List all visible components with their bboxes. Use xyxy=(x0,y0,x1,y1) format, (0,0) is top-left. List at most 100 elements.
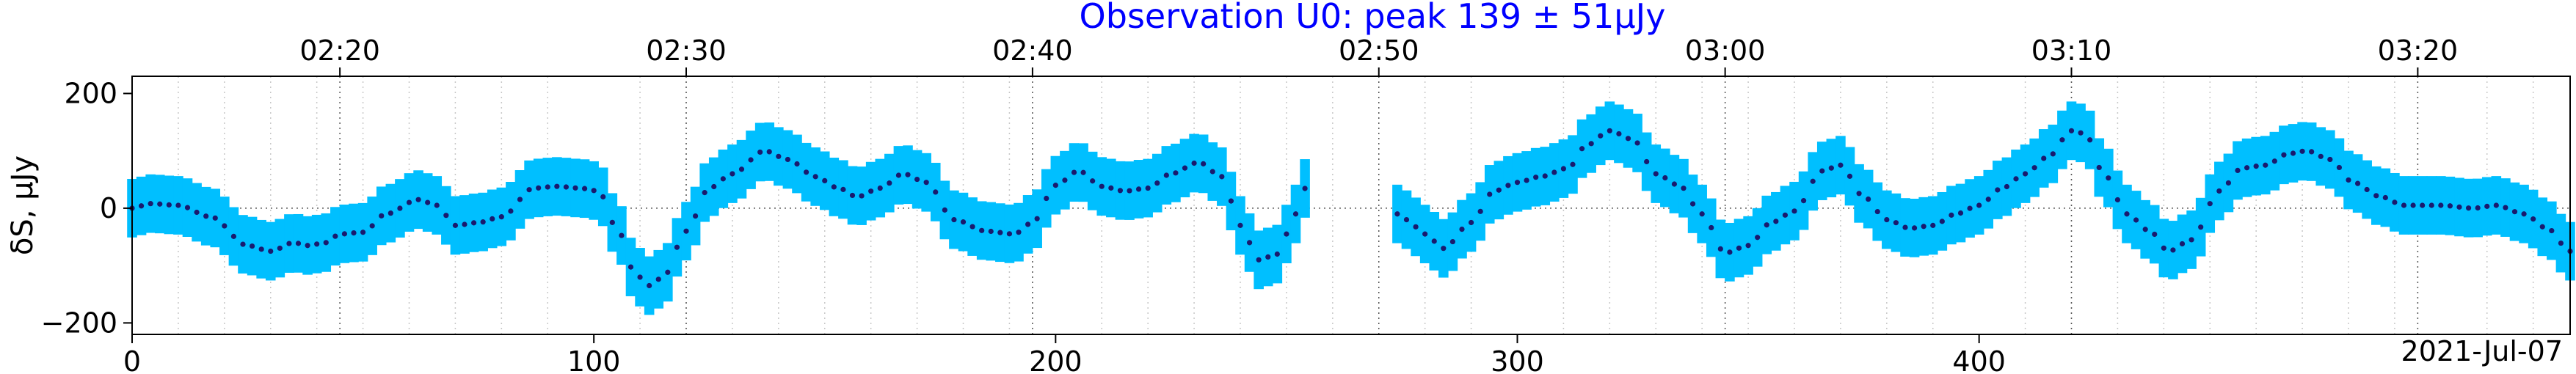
data-point xyxy=(2207,201,2213,207)
data-point xyxy=(397,205,403,211)
data-point xyxy=(2309,149,2315,155)
data-point xyxy=(2133,217,2139,223)
data-point xyxy=(554,183,560,189)
data-point xyxy=(1570,161,1576,167)
y-axis-label: δS, μJy xyxy=(6,155,40,255)
data-point xyxy=(1995,187,2001,193)
x-tick-label: 100 xyxy=(567,345,621,374)
data-point xyxy=(341,231,348,237)
x-tick-label: 400 xyxy=(1952,345,2006,374)
data-point xyxy=(627,264,634,270)
data-point xyxy=(2004,183,2010,190)
data-point xyxy=(1154,180,1160,186)
data-point xyxy=(2456,204,2462,210)
data-point xyxy=(609,219,615,225)
data-point xyxy=(425,199,431,205)
data-point xyxy=(536,185,542,191)
data-point xyxy=(2318,153,2324,159)
data-point xyxy=(1274,251,1280,257)
data-point xyxy=(332,233,338,239)
top-tick-label: 02:50 xyxy=(1339,34,1419,67)
data-point xyxy=(1681,186,1687,191)
data-point xyxy=(1394,211,1400,217)
data-point xyxy=(157,201,163,207)
data-point xyxy=(2493,202,2499,208)
data-point xyxy=(2059,137,2065,143)
data-point xyxy=(840,186,846,192)
data-point xyxy=(2096,164,2102,171)
data-point xyxy=(1459,226,1465,232)
data-point xyxy=(230,233,237,239)
data-point xyxy=(1634,140,1640,146)
data-point xyxy=(1856,191,1862,197)
data-point xyxy=(148,201,153,207)
data-point xyxy=(600,194,606,199)
data-point xyxy=(563,184,570,190)
data-point xyxy=(517,197,523,202)
data-point xyxy=(1044,195,1049,202)
data-point xyxy=(2022,171,2029,177)
data-point xyxy=(2290,150,2296,156)
data-point xyxy=(1588,141,1594,147)
data-point xyxy=(470,220,477,226)
data-point xyxy=(1090,178,1096,184)
top-tick-label: 02:40 xyxy=(992,34,1073,67)
data-point xyxy=(166,202,172,208)
data-point xyxy=(1699,211,1705,217)
data-point xyxy=(702,190,707,196)
data-point xyxy=(1985,197,1991,202)
y-axis: −200 0 200 xyxy=(41,77,132,339)
data-point xyxy=(2530,216,2536,222)
data-point xyxy=(2188,237,2194,243)
data-point xyxy=(711,183,717,190)
data-point xyxy=(138,203,145,209)
data-point xyxy=(277,245,283,252)
data-point xyxy=(462,221,467,227)
data-point xyxy=(1671,181,1678,187)
data-point xyxy=(1838,162,1844,168)
data-point xyxy=(2475,205,2481,211)
data-point xyxy=(969,224,975,230)
data-point xyxy=(1265,254,1271,260)
data-point xyxy=(1921,224,1926,230)
data-point xyxy=(951,216,957,223)
data-point xyxy=(1477,208,1483,214)
data-point xyxy=(812,174,818,180)
x-axis: 0 100 200 300 400 xyxy=(123,334,2006,374)
data-point xyxy=(351,230,357,236)
top-tick-label: 02:30 xyxy=(646,34,727,67)
data-point xyxy=(498,214,504,220)
data-point xyxy=(988,228,994,235)
data-point xyxy=(1579,146,1585,152)
data-point xyxy=(674,244,680,250)
data-point xyxy=(1625,136,1631,142)
data-point xyxy=(1127,188,1132,194)
data-point xyxy=(794,161,800,167)
data-point xyxy=(923,180,929,186)
data-point xyxy=(738,166,745,172)
data-point xyxy=(2447,203,2453,209)
data-point xyxy=(2392,199,2398,205)
data-point xyxy=(2420,202,2426,208)
data-point xyxy=(1930,222,1936,228)
data-point xyxy=(2346,177,2351,183)
data-point xyxy=(2170,247,2176,253)
data-point xyxy=(979,227,985,233)
data-point xyxy=(2235,167,2241,174)
data-point xyxy=(268,248,274,254)
data-point xyxy=(1949,212,1954,218)
data-point xyxy=(2106,175,2111,181)
data-point xyxy=(1441,246,1447,252)
data-point xyxy=(776,153,782,159)
data-point xyxy=(1449,238,1456,245)
data-point xyxy=(249,243,255,249)
data-point xyxy=(1219,174,1225,180)
data-point xyxy=(1745,243,1751,249)
data-point xyxy=(490,216,495,221)
data-point xyxy=(1764,222,1769,228)
data-point xyxy=(2271,158,2277,164)
data-point xyxy=(480,219,486,225)
data-point xyxy=(1006,231,1013,237)
data-point xyxy=(2484,203,2490,209)
data-point xyxy=(240,241,246,247)
